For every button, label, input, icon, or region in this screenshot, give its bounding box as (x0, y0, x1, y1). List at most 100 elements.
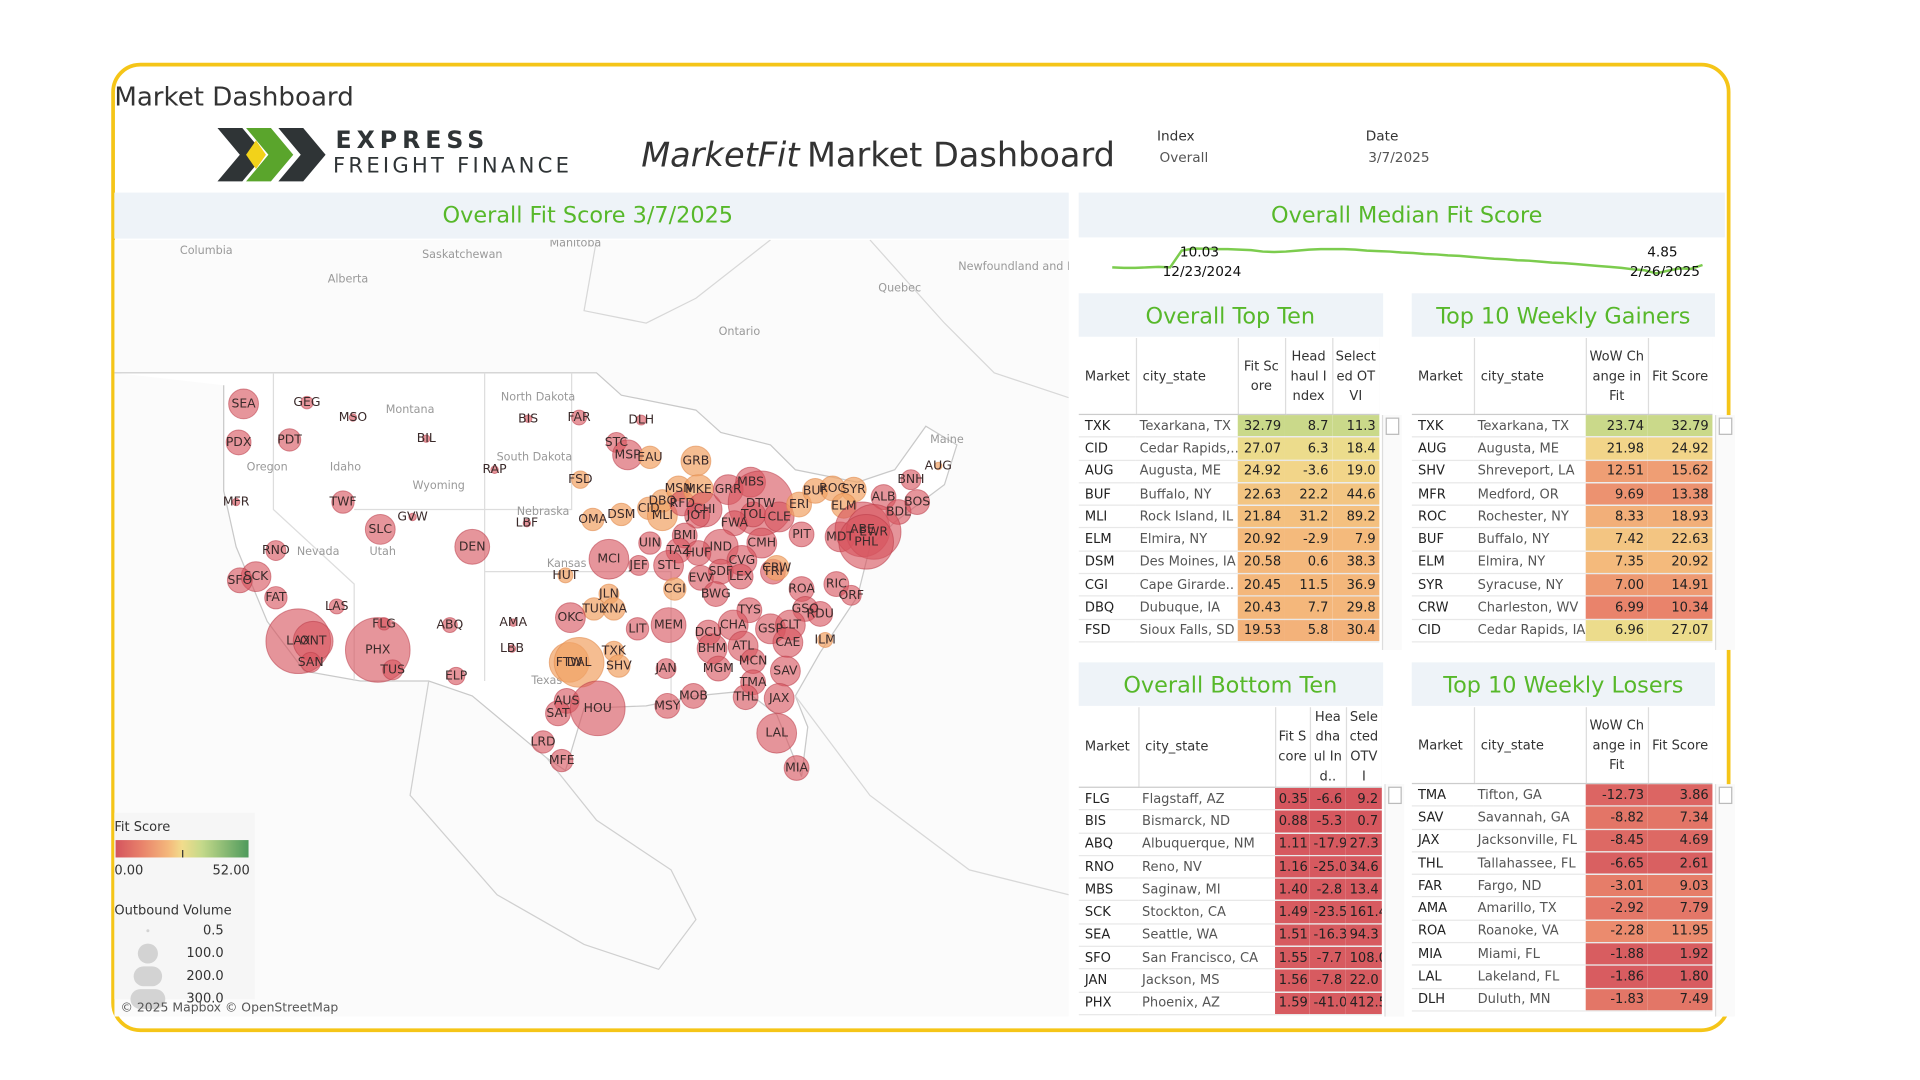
column-header[interactable]: WoW Change in Fit (1585, 707, 1649, 785)
market-label: CVG (729, 552, 756, 567)
market-bubble[interactable] (663, 577, 687, 601)
market-bubble[interactable] (265, 540, 287, 561)
filter-value[interactable]: 3/7/2025 (1368, 150, 1429, 166)
scroll-thumb[interactable] (1385, 417, 1400, 435)
scroll-thumb[interactable] (1388, 786, 1402, 805)
market-bubble[interactable] (788, 521, 815, 548)
column-header[interactable]: WoW Change in Fit (1585, 338, 1649, 416)
market-bubble[interactable] (225, 429, 252, 456)
market-bubble[interactable] (638, 531, 662, 555)
market-bubble[interactable] (635, 414, 647, 426)
market-bubble[interactable] (300, 395, 314, 410)
filter-value[interactable]: Overall (1159, 150, 1208, 166)
market-bubble[interactable] (557, 567, 574, 584)
market-bubble[interactable] (422, 434, 431, 443)
column-header[interactable]: city_state (1473, 338, 1587, 416)
market-bubble[interactable] (581, 507, 605, 532)
market-bubble[interactable] (550, 748, 574, 773)
market-bubble[interactable] (625, 617, 650, 641)
market-bubble[interactable] (509, 618, 518, 627)
market-bubble[interactable] (454, 528, 491, 565)
market-bubble[interactable] (783, 755, 810, 781)
market-bubble[interactable] (732, 684, 759, 711)
market-bubble[interactable] (687, 564, 714, 591)
market-bubble[interactable] (569, 680, 626, 737)
market-label: LRD (531, 733, 556, 748)
market-bubble[interactable] (684, 502, 711, 529)
market-bubble[interactable] (522, 518, 532, 528)
market-bubble[interactable] (727, 563, 754, 590)
market-bubble[interactable] (377, 617, 391, 631)
column-header[interactable]: Fit Score (1647, 338, 1713, 416)
value-cell: 34.6 (1345, 855, 1382, 879)
column-header[interactable]: Headhaul Index (1284, 338, 1333, 416)
column-header[interactable]: Selected OTVI (1345, 707, 1382, 788)
market-bubble[interactable] (441, 617, 458, 634)
market-bubble[interactable] (650, 607, 687, 643)
market-bubble[interactable] (705, 655, 732, 682)
column-header[interactable]: Market (1078, 707, 1139, 788)
column-header[interactable]: Fit Score (1237, 338, 1286, 416)
market-bubble[interactable] (838, 513, 895, 570)
market-bubble[interactable] (507, 644, 517, 653)
market-bubble[interactable] (348, 413, 358, 422)
market-bubble[interactable] (807, 600, 834, 627)
market-bubble[interactable] (571, 470, 590, 489)
market-bubble[interactable] (756, 712, 798, 754)
column-header[interactable]: Market (1411, 338, 1475, 416)
market-bubble[interactable] (763, 554, 790, 581)
market-bubble[interactable] (571, 409, 588, 426)
market-bubble[interactable] (554, 602, 586, 634)
map[interactable]: Columbia Saskatchewan Alberta Manitoba Quebe… (114, 237, 1117, 1017)
market-bubble[interactable] (300, 651, 322, 673)
market-bubble[interactable] (680, 682, 707, 709)
market-bubble[interactable] (331, 490, 355, 514)
market-bubble[interactable] (763, 501, 795, 533)
market-bubble[interactable] (446, 666, 466, 686)
value-cell: 10.34 (1647, 596, 1713, 620)
column-header[interactable]: city_state (1473, 707, 1587, 785)
market-bubble[interactable] (654, 692, 681, 719)
market-bubble[interactable] (277, 428, 302, 452)
market-bubble[interactable] (628, 554, 650, 576)
market-bubble[interactable] (231, 497, 241, 507)
scrollbar[interactable] (1714, 415, 1735, 650)
column-header[interactable]: Headhaul Ind.. (1309, 707, 1347, 788)
market-bubble[interactable] (817, 632, 834, 648)
market-bubble[interactable] (228, 388, 259, 420)
market-bubble[interactable] (531, 730, 555, 754)
market-bubble[interactable] (900, 469, 922, 491)
scrollbar[interactable] (1381, 415, 1402, 650)
market-bubble[interactable] (746, 527, 778, 559)
scrollbar[interactable] (1384, 784, 1405, 1017)
market-bubble[interactable] (328, 598, 345, 615)
scrollbar[interactable] (1714, 784, 1735, 1017)
scroll-thumb[interactable] (1718, 417, 1733, 435)
market-bubble[interactable] (702, 581, 729, 607)
column-header[interactable]: city_state (1138, 707, 1276, 788)
column-header[interactable]: city_state (1135, 338, 1239, 416)
market-bubble[interactable] (408, 512, 417, 522)
market-bubble[interactable] (553, 637, 605, 688)
scroll-thumb[interactable] (1718, 786, 1733, 805)
market-bubble[interactable] (655, 658, 677, 680)
market-bubble[interactable] (382, 659, 404, 681)
market-bubble[interactable] (490, 465, 499, 474)
market-bubble[interactable] (840, 584, 862, 606)
column-header[interactable]: Fit Score (1275, 707, 1311, 788)
market-bubble[interactable] (226, 567, 253, 594)
column-header[interactable]: Fit Score (1647, 707, 1713, 785)
market-bubble[interactable] (607, 654, 631, 678)
market-bubble[interactable] (364, 513, 396, 545)
market-bubble[interactable] (523, 414, 533, 424)
table-row: JAN Jackson, MS 1.56 -7.8 22.0 (1078, 969, 1382, 993)
market-bubble[interactable] (588, 538, 630, 580)
market-bubble[interactable] (602, 597, 626, 621)
column-header[interactable]: Market (1411, 707, 1475, 785)
column-header[interactable]: Market (1078, 338, 1137, 416)
column-header[interactable]: Selected OTVI (1332, 338, 1380, 416)
market-bubble[interactable] (264, 586, 288, 610)
market-bubble[interactable] (609, 502, 634, 527)
market-bubble[interactable] (638, 445, 662, 470)
market-bubble[interactable] (934, 461, 943, 471)
